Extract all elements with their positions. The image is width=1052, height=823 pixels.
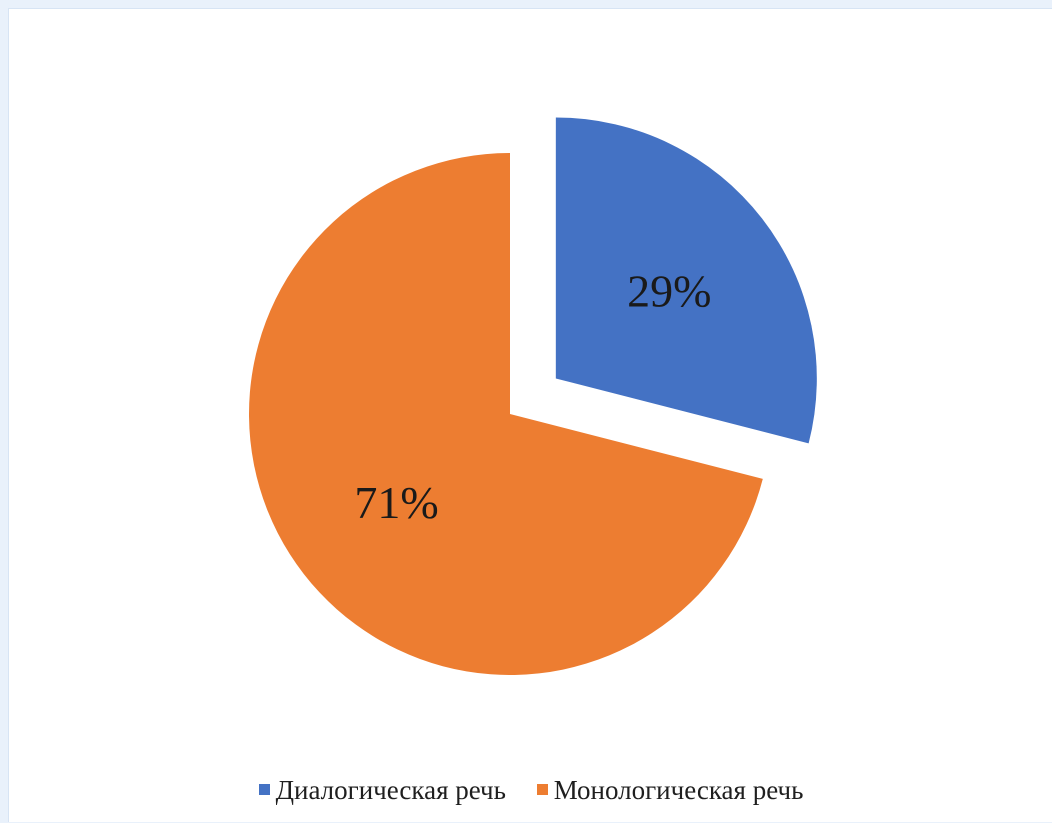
- data-label-monologic: 71%: [354, 477, 438, 528]
- legend-item-monologic: Монологическая речь: [536, 775, 804, 806]
- chart-area: 29% 71% Диалогическая речь Монологическая…: [8, 8, 1052, 822]
- pie-chart: 29% 71%: [249, 117, 817, 675]
- legend-swatch-dialogic: [258, 784, 270, 795]
- legend-label-dialogic: Диалогическая речь: [275, 775, 506, 805]
- legend: Диалогическая речь Монологическая речь: [9, 775, 1052, 806]
- legend-label-monologic: Монологическая речь: [553, 775, 804, 805]
- legend-swatch-monologic: [536, 784, 548, 795]
- data-label-dialogic: 29%: [627, 265, 711, 316]
- pie-slice-dialogic: [555, 117, 817, 444]
- legend-item-dialogic: Диалогическая речь: [258, 775, 506, 806]
- pie-slice-monologic: [249, 153, 763, 675]
